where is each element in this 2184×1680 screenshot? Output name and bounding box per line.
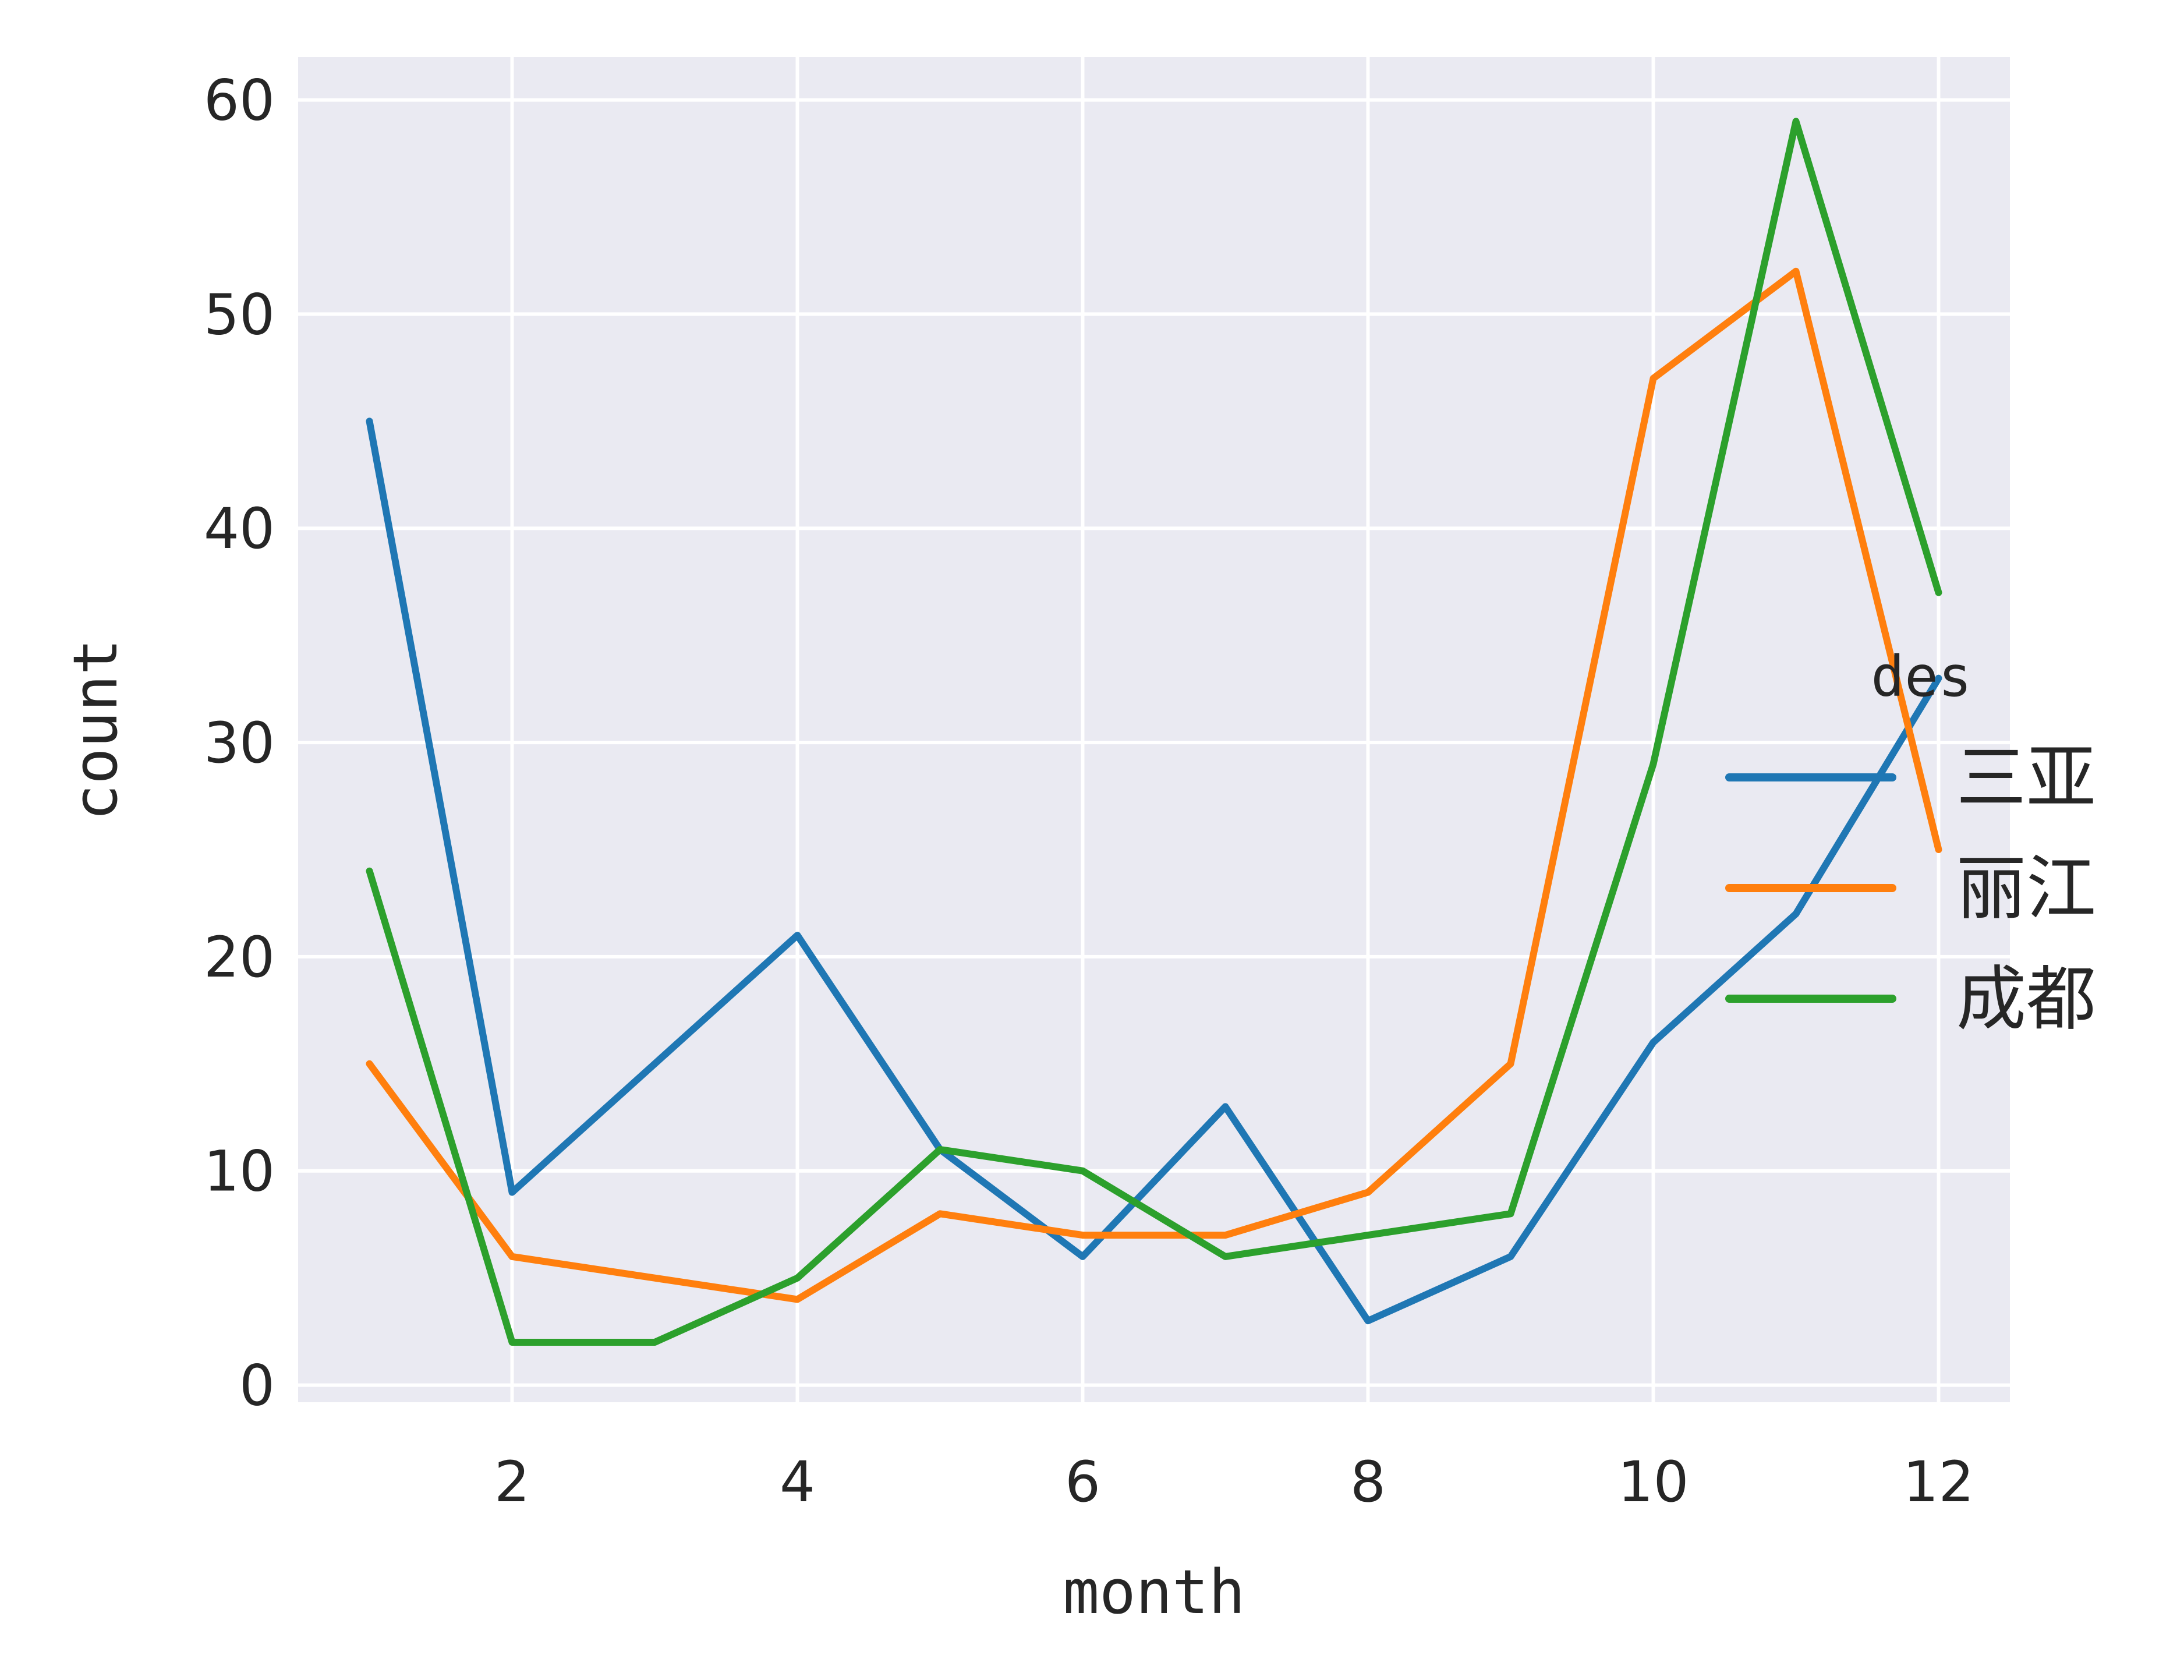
y-tick-label: 60 [204,68,275,133]
series-line-1 [366,267,1942,1303]
x-tick-label: 8 [1350,1449,1386,1515]
y-tick-label: 10 [204,1139,275,1204]
legend-label-1: 丽江 [1956,848,2096,929]
x-axis-tick-labels: 2 4 6 8 10 12 [494,1449,1974,1515]
legend-title: des [1871,644,1971,709]
x-tick-label: 12 [1903,1449,1974,1515]
y-tick-label: 0 [239,1353,275,1419]
x-tick-label: 2 [494,1449,530,1515]
series-line-2 [366,118,1942,1346]
y-tick-label: 50 [204,282,275,347]
x-axis-title: month [1063,1557,1245,1628]
legend-label-2: 成都 [1956,959,2096,1040]
y-tick-label: 30 [204,710,275,776]
x-tick-label: 10 [1617,1449,1689,1515]
x-tick-label: 6 [1065,1449,1100,1515]
series-lines [366,118,1942,1346]
y-axis-title: count [60,638,131,820]
plot-area [298,57,2010,1402]
legend-label-0: 三亚 [1956,738,2096,819]
x-tick-label: 4 [780,1449,815,1515]
y-tick-label: 40 [204,496,275,561]
y-tick-label: 20 [204,925,275,990]
gridlines [298,57,2010,1402]
y-axis-tick-labels: 0 10 20 30 40 50 60 [204,68,275,1419]
series-line-0 [366,418,1942,1325]
